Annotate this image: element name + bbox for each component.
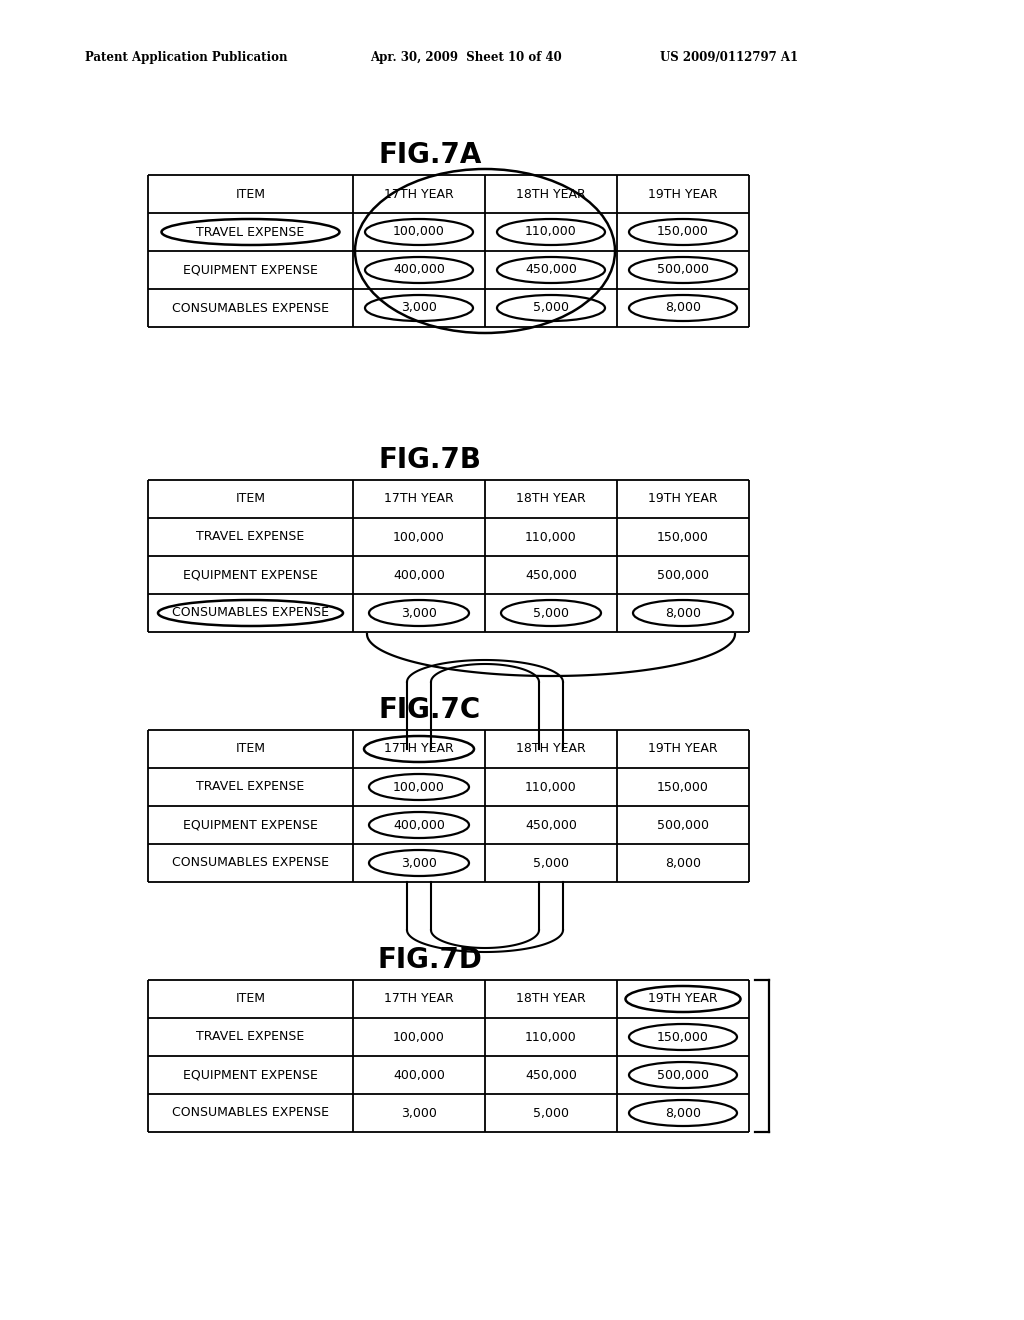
Text: 3,000: 3,000 <box>401 857 437 870</box>
Text: 500,000: 500,000 <box>657 569 709 582</box>
Text: 150,000: 150,000 <box>657 1031 709 1044</box>
Text: 400,000: 400,000 <box>393 818 445 832</box>
Text: Apr. 30, 2009  Sheet 10 of 40: Apr. 30, 2009 Sheet 10 of 40 <box>370 51 562 65</box>
Text: 110,000: 110,000 <box>525 1031 577 1044</box>
Text: TRAVEL EXPENSE: TRAVEL EXPENSE <box>197 780 304 793</box>
Text: 3,000: 3,000 <box>401 606 437 619</box>
Text: 100,000: 100,000 <box>393 226 445 239</box>
Text: 150,000: 150,000 <box>657 780 709 793</box>
Text: 18TH YEAR: 18TH YEAR <box>516 742 586 755</box>
Text: 5,000: 5,000 <box>534 857 569 870</box>
Text: 17TH YEAR: 17TH YEAR <box>384 742 454 755</box>
Text: CONSUMABLES EXPENSE: CONSUMABLES EXPENSE <box>172 857 329 870</box>
Text: 5,000: 5,000 <box>534 1106 569 1119</box>
Text: 100,000: 100,000 <box>393 531 445 544</box>
Text: ITEM: ITEM <box>236 492 265 506</box>
Text: 17TH YEAR: 17TH YEAR <box>384 187 454 201</box>
Text: 3,000: 3,000 <box>401 1106 437 1119</box>
Text: 450,000: 450,000 <box>525 1068 577 1081</box>
Text: 150,000: 150,000 <box>657 531 709 544</box>
Text: ITEM: ITEM <box>236 742 265 755</box>
Text: 500,000: 500,000 <box>657 264 709 276</box>
Text: US 2009/0112797 A1: US 2009/0112797 A1 <box>660 51 798 65</box>
Text: ITEM: ITEM <box>236 993 265 1006</box>
Text: FIG.7A: FIG.7A <box>378 141 481 169</box>
Text: 100,000: 100,000 <box>393 780 445 793</box>
Text: 19TH YEAR: 19TH YEAR <box>648 993 718 1006</box>
Text: 450,000: 450,000 <box>525 818 577 832</box>
Text: 500,000: 500,000 <box>657 1068 709 1081</box>
Text: 18TH YEAR: 18TH YEAR <box>516 187 586 201</box>
Text: 19TH YEAR: 19TH YEAR <box>648 492 718 506</box>
Text: EQUIPMENT EXPENSE: EQUIPMENT EXPENSE <box>183 569 317 582</box>
Text: TRAVEL EXPENSE: TRAVEL EXPENSE <box>197 1031 304 1044</box>
Text: EQUIPMENT EXPENSE: EQUIPMENT EXPENSE <box>183 1068 317 1081</box>
Text: 17TH YEAR: 17TH YEAR <box>384 492 454 506</box>
Text: 100,000: 100,000 <box>393 1031 445 1044</box>
Text: 110,000: 110,000 <box>525 226 577 239</box>
Text: ITEM: ITEM <box>236 187 265 201</box>
Text: FIG.7C: FIG.7C <box>379 696 481 723</box>
Text: 450,000: 450,000 <box>525 264 577 276</box>
Text: 400,000: 400,000 <box>393 1068 445 1081</box>
Text: 8,000: 8,000 <box>665 857 701 870</box>
Text: 8,000: 8,000 <box>665 1106 701 1119</box>
Text: 8,000: 8,000 <box>665 606 701 619</box>
Text: 450,000: 450,000 <box>525 569 577 582</box>
Text: TRAVEL EXPENSE: TRAVEL EXPENSE <box>197 226 304 239</box>
Text: 500,000: 500,000 <box>657 818 709 832</box>
Text: Patent Application Publication: Patent Application Publication <box>85 51 288 65</box>
Text: 8,000: 8,000 <box>665 301 701 314</box>
Text: 17TH YEAR: 17TH YEAR <box>384 993 454 1006</box>
Text: 18TH YEAR: 18TH YEAR <box>516 993 586 1006</box>
Text: FIG.7D: FIG.7D <box>378 946 482 974</box>
Text: 5,000: 5,000 <box>534 301 569 314</box>
Text: 110,000: 110,000 <box>525 780 577 793</box>
Text: EQUIPMENT EXPENSE: EQUIPMENT EXPENSE <box>183 264 317 276</box>
Text: 150,000: 150,000 <box>657 226 709 239</box>
Text: 400,000: 400,000 <box>393 569 445 582</box>
Text: 110,000: 110,000 <box>525 531 577 544</box>
Text: 3,000: 3,000 <box>401 301 437 314</box>
Text: TRAVEL EXPENSE: TRAVEL EXPENSE <box>197 531 304 544</box>
Text: 400,000: 400,000 <box>393 264 445 276</box>
Text: CONSUMABLES EXPENSE: CONSUMABLES EXPENSE <box>172 1106 329 1119</box>
Text: 5,000: 5,000 <box>534 606 569 619</box>
Text: FIG.7B: FIG.7B <box>379 446 481 474</box>
Text: CONSUMABLES EXPENSE: CONSUMABLES EXPENSE <box>172 606 329 619</box>
Text: 19TH YEAR: 19TH YEAR <box>648 742 718 755</box>
Text: 19TH YEAR: 19TH YEAR <box>648 187 718 201</box>
Text: 18TH YEAR: 18TH YEAR <box>516 492 586 506</box>
Text: EQUIPMENT EXPENSE: EQUIPMENT EXPENSE <box>183 818 317 832</box>
Text: CONSUMABLES EXPENSE: CONSUMABLES EXPENSE <box>172 301 329 314</box>
